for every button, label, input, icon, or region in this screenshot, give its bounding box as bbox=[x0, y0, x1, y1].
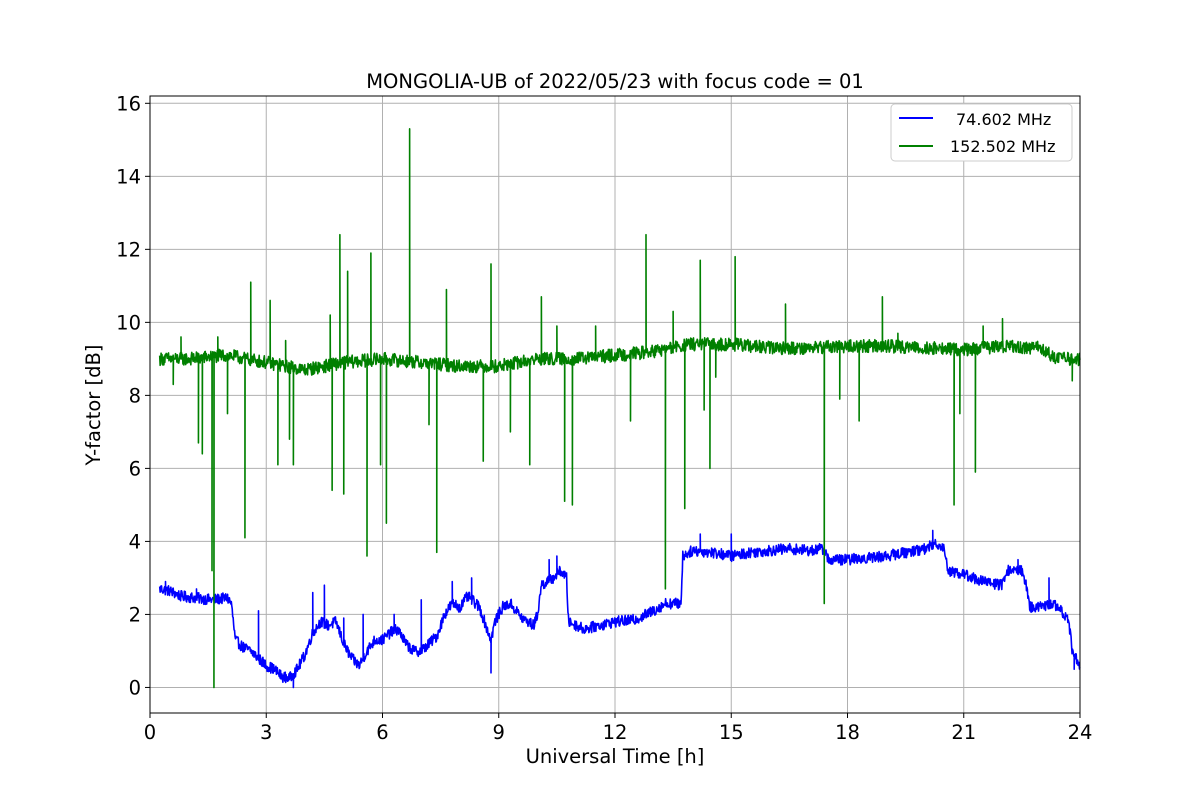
x-tick-label: 15 bbox=[719, 721, 744, 744]
y-tick-label: 2 bbox=[129, 603, 141, 626]
x-tick-label: 21 bbox=[951, 721, 976, 744]
series-line-74mhz bbox=[158, 529, 1081, 689]
y-tick-label: 8 bbox=[129, 384, 141, 407]
x-tick-label: 18 bbox=[835, 721, 860, 744]
x-axis-label: Universal Time [h] bbox=[526, 745, 705, 768]
y-tick-label: 14 bbox=[116, 165, 141, 188]
legend-label-74mhz: 74.602 MHz bbox=[956, 110, 1051, 129]
legend-label-152mhz: 152.502 MHz bbox=[950, 137, 1055, 156]
x-tick-label: 0 bbox=[144, 721, 156, 744]
series-lines bbox=[158, 128, 1081, 689]
y-tick-label: 6 bbox=[129, 457, 141, 480]
y-axis-label: Y-factor [dB] bbox=[82, 345, 105, 467]
chart-title: MONGOLIA-UB of 2022/05/23 with focus cod… bbox=[366, 70, 864, 93]
y-tick-label: 16 bbox=[116, 92, 141, 115]
x-tick-label: 9 bbox=[493, 721, 505, 744]
x-tick-label: 24 bbox=[1068, 721, 1093, 744]
y-tick-label: 4 bbox=[129, 530, 141, 553]
y-tick-label: 10 bbox=[116, 311, 141, 334]
legend-box bbox=[890, 103, 1073, 162]
legend: 74.602 MHz 152.502 MHz bbox=[890, 103, 1073, 162]
x-tick-label: 6 bbox=[376, 721, 388, 744]
x-tick-label: 3 bbox=[260, 721, 272, 744]
series-line-152mhz bbox=[158, 128, 1081, 689]
y-tick-label: 0 bbox=[129, 676, 141, 699]
y-tick-label: 12 bbox=[116, 238, 141, 261]
x-tick-label: 12 bbox=[603, 721, 628, 744]
